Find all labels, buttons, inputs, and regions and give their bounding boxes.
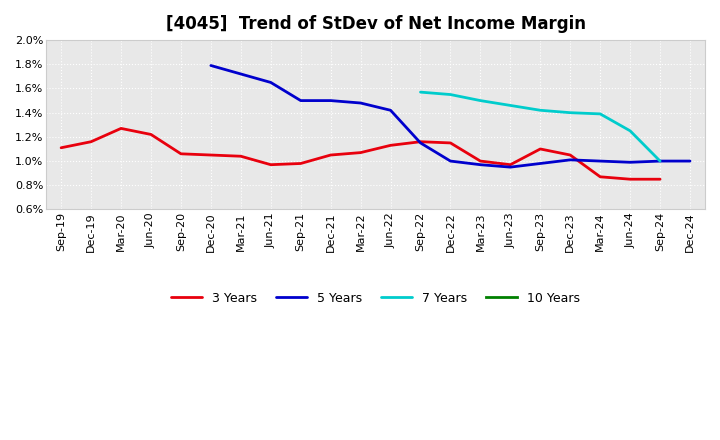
Line: 3 Years: 3 Years	[61, 128, 660, 179]
5 Years	[656, 158, 665, 164]
Line: 5 Years: 5 Years	[211, 66, 690, 167]
5 Years	[536, 161, 544, 166]
5 Years	[386, 108, 395, 113]
5 Years	[266, 80, 275, 85]
5 Years	[626, 160, 634, 165]
5 Years	[446, 158, 455, 164]
3 Years	[207, 152, 215, 158]
3 Years	[297, 161, 305, 166]
7 Years	[566, 110, 575, 115]
5 Years	[476, 162, 485, 167]
3 Years	[656, 176, 665, 182]
7 Years	[596, 111, 605, 117]
3 Years	[176, 151, 185, 157]
3 Years	[536, 147, 544, 152]
3 Years	[416, 139, 425, 144]
3 Years	[236, 154, 245, 159]
3 Years	[506, 162, 515, 167]
3 Years	[147, 132, 156, 137]
5 Years	[356, 100, 365, 106]
3 Years	[326, 152, 335, 158]
7 Years	[656, 158, 665, 164]
5 Years	[207, 63, 215, 68]
7 Years	[506, 103, 515, 108]
3 Years	[57, 145, 66, 150]
5 Years	[326, 98, 335, 103]
3 Years	[476, 158, 485, 164]
3 Years	[626, 176, 634, 182]
3 Years	[356, 150, 365, 155]
3 Years	[86, 139, 95, 144]
7 Years	[416, 89, 425, 95]
5 Years	[297, 98, 305, 103]
7 Years	[476, 98, 485, 103]
Legend: 3 Years, 5 Years, 7 Years, 10 Years: 3 Years, 5 Years, 7 Years, 10 Years	[166, 287, 585, 310]
5 Years	[416, 140, 425, 146]
3 Years	[566, 152, 575, 158]
3 Years	[386, 143, 395, 148]
7 Years	[446, 92, 455, 97]
3 Years	[446, 140, 455, 146]
Title: [4045]  Trend of StDev of Net Income Margin: [4045] Trend of StDev of Net Income Marg…	[166, 15, 585, 33]
5 Years	[506, 165, 515, 170]
3 Years	[117, 126, 125, 131]
5 Years	[596, 158, 605, 164]
5 Years	[236, 71, 245, 77]
7 Years	[536, 108, 544, 113]
3 Years	[266, 162, 275, 167]
5 Years	[685, 158, 694, 164]
5 Years	[566, 157, 575, 162]
Line: 7 Years: 7 Years	[420, 92, 660, 161]
7 Years	[626, 128, 634, 133]
3 Years	[596, 174, 605, 180]
